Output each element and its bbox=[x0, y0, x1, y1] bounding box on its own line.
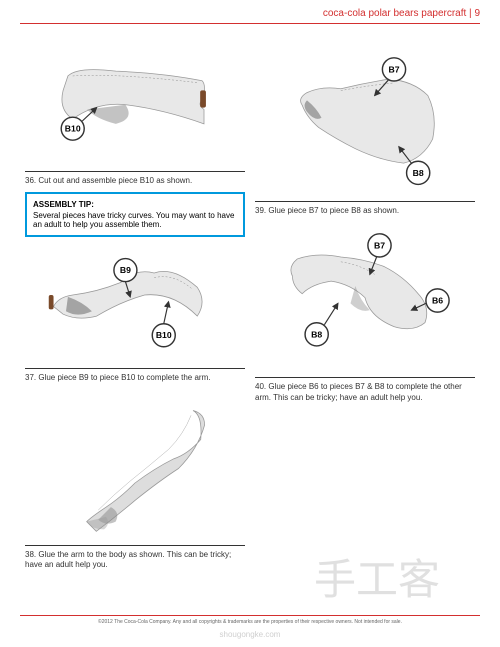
tip-text: Several pieces have tricky curves. You m… bbox=[33, 211, 237, 229]
figure-40: B7 B8 B6 bbox=[255, 228, 475, 378]
page-footer: ©2012 The Coca-Cola Company. Any and all… bbox=[20, 615, 480, 625]
diagram-39: B7 B8 bbox=[255, 52, 475, 197]
diagram-36: B10 bbox=[25, 52, 245, 167]
instruction-38: 38. Glue the arm to the body as shown. T… bbox=[25, 550, 245, 571]
label-b9: B9 bbox=[120, 265, 131, 275]
step-36: B10 36. Cut out and assemble piece B10 a… bbox=[25, 52, 245, 237]
instruction-39: 39. Glue piece B7 to piece B8 as shown. bbox=[255, 206, 475, 216]
label-b10: B10 bbox=[65, 124, 81, 134]
label-b8: B8 bbox=[311, 330, 322, 340]
copyright-text: ©2012 The Coca-Cola Company. Any and all… bbox=[98, 619, 402, 625]
instruction-36: 36. Cut out and assemble piece B10 as sh… bbox=[25, 176, 245, 186]
figure-37: B9 B10 bbox=[25, 249, 245, 369]
page-header: coca-cola polar bears papercraft | 9 bbox=[0, 0, 500, 23]
step-num: 39. bbox=[255, 206, 266, 215]
diagram-38 bbox=[25, 396, 245, 541]
step-num: 40. bbox=[255, 382, 266, 391]
instruction-40: 40. Glue piece B6 to pieces B7 & B8 to c… bbox=[255, 382, 475, 403]
step-text: Glue piece B6 to pieces B7 & B8 to compl… bbox=[255, 382, 462, 401]
assembly-tip: ASSEMBLY TIP: Several pieces have tricky… bbox=[25, 192, 245, 237]
step-text: Glue piece B7 to piece B8 as shown. bbox=[268, 206, 399, 215]
step-text: Glue piece B9 to piece B10 to complete t… bbox=[38, 373, 210, 382]
step-num: 37. bbox=[25, 373, 36, 382]
figure-38 bbox=[25, 396, 245, 546]
step-num: 38. bbox=[25, 550, 36, 559]
step-40: B7 B8 B6 40. Glue piece B6 to pieces B7 … bbox=[255, 228, 475, 403]
diagram-40: B7 B8 B6 bbox=[255, 228, 475, 373]
figure-36: B10 bbox=[25, 52, 245, 172]
label-b10: B10 bbox=[156, 331, 172, 341]
step-37: B9 B10 37. Glue piece B9 to piece B10 to… bbox=[25, 249, 245, 383]
watermark-sub: shougongke.com bbox=[220, 630, 281, 639]
step-38: 38. Glue the arm to the body as shown. T… bbox=[25, 396, 245, 571]
step-39: B7 B8 39. Glue piece B7 to piece B8 as s… bbox=[255, 52, 475, 216]
header-title: coca-cola polar bears papercraft | 9 bbox=[323, 8, 480, 19]
step-num: 36. bbox=[25, 176, 36, 185]
figure-39: B7 B8 bbox=[255, 52, 475, 202]
diagram-37: B9 B10 bbox=[25, 249, 245, 364]
label-b6: B6 bbox=[432, 296, 443, 306]
header-rule bbox=[20, 23, 480, 24]
label-b7: B7 bbox=[374, 241, 385, 251]
right-column: B7 B8 39. Glue piece B7 to piece B8 as s… bbox=[250, 52, 480, 583]
step-text: Glue the arm to the body as shown. This … bbox=[25, 550, 231, 569]
tip-title: ASSEMBLY TIP: bbox=[33, 200, 237, 209]
left-column: B10 36. Cut out and assemble piece B10 a… bbox=[20, 52, 250, 583]
instruction-37: 37. Glue piece B9 to piece B10 to comple… bbox=[25, 373, 245, 383]
label-b8: B8 bbox=[413, 168, 424, 178]
label-b7: B7 bbox=[388, 64, 399, 74]
content-area: B10 36. Cut out and assemble piece B10 a… bbox=[0, 42, 500, 593]
step-text: Cut out and assemble piece B10 as shown. bbox=[38, 176, 192, 185]
